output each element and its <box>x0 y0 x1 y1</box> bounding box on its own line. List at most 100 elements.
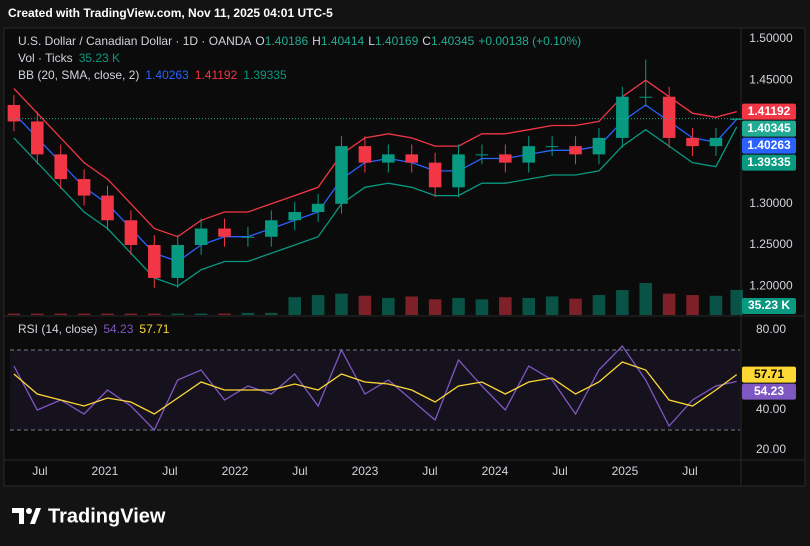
y-tick-label: 40.00 <box>756 402 786 416</box>
volume-bar <box>124 313 138 315</box>
candle-body <box>428 162 442 188</box>
legend-item: 1.40414 <box>321 34 365 48</box>
candle-body <box>686 137 699 147</box>
volume-bar <box>569 298 582 315</box>
legend-item: L <box>368 34 375 48</box>
volume-bar <box>730 289 744 315</box>
legend-item: 1.41192 <box>195 68 238 82</box>
volume-bar <box>218 313 231 315</box>
header-text: Created with TradingView.com, Nov 11, 20… <box>8 6 333 20</box>
x-tick-label: 2024 <box>482 464 509 478</box>
volume-bar <box>241 312 255 315</box>
bollinger-line <box>13 126 738 287</box>
volume-bar <box>265 312 278 315</box>
volume-bar <box>709 295 723 315</box>
logo-mark <box>30 508 41 524</box>
candle-body <box>358 146 372 163</box>
candle-body <box>592 137 606 155</box>
volume-bar <box>288 297 301 315</box>
candle-body <box>241 236 255 238</box>
x-tick-label: 2025 <box>612 464 639 478</box>
price-tag-label: 1.39335 <box>747 155 791 169</box>
candle-body <box>288 212 301 221</box>
volume-bar <box>54 313 67 315</box>
x-tick-label: 2021 <box>92 464 119 478</box>
candle-body <box>475 154 489 156</box>
legend-item: 57.71 <box>139 322 169 336</box>
legend-item: 1.40263 <box>145 68 189 82</box>
candle-body <box>545 146 559 148</box>
x-tick-label: Jul <box>552 464 567 478</box>
legend: U.S. Dollar / Canadian Dollar · 1D · OAN… <box>18 34 581 48</box>
legend: Vol · Ticks 35.23 K <box>18 51 120 65</box>
candle-body <box>499 154 512 163</box>
price-tag <box>742 383 796 400</box>
volume-bar <box>499 297 512 315</box>
legend-item: O <box>255 34 264 48</box>
legend-item: 1.40345 <box>431 34 475 48</box>
price-tag-label: 1.41192 <box>748 104 791 118</box>
volume-bar <box>194 313 208 315</box>
footer-logo <box>12 508 41 524</box>
volume-bar <box>545 296 559 315</box>
x-tick-label: 2023 <box>352 464 379 478</box>
legend-item: 1.40169 <box>375 34 419 48</box>
candle-body <box>335 146 348 204</box>
volume-tag <box>742 298 796 314</box>
volume-bar <box>335 293 348 315</box>
volume-bar <box>475 299 489 315</box>
candle-body <box>7 104 21 122</box>
price-tag <box>742 103 796 120</box>
price-tag-label: 57.71 <box>754 367 784 381</box>
candle-body <box>148 244 161 278</box>
volume-bar <box>358 295 372 315</box>
volume-bar <box>639 282 653 315</box>
x-tick-label: Jul <box>682 464 697 478</box>
y-tick-label: 1.20000 <box>749 278 793 292</box>
y-tick-label: 1.50000 <box>749 31 793 45</box>
candle-body <box>265 220 278 237</box>
legend-item: 1.39335 <box>243 68 287 82</box>
candle-body <box>54 154 67 180</box>
legend-item: H <box>312 34 321 48</box>
volume-bar <box>101 313 114 315</box>
candle-body <box>709 137 723 147</box>
rsi-band <box>10 350 740 430</box>
legend-item: +0.00138 (+0.10%) <box>478 34 581 48</box>
volume-bar <box>452 297 465 315</box>
volume-bar <box>616 290 629 315</box>
candle-body <box>405 154 419 163</box>
legend-item: 54.23 <box>103 322 133 336</box>
x-tick-label: Jul <box>162 464 177 478</box>
legend-item: C <box>422 34 431 48</box>
y-tick-label: 80.00 <box>756 322 786 336</box>
price-tag-label: 1.40345 <box>747 121 791 135</box>
legend: BB (20, SMA, close, 2) 1.40263 1.41192 1.39… <box>18 68 287 82</box>
candle-body <box>382 154 395 163</box>
y-tick-label: 1.30000 <box>749 196 793 210</box>
candle-body <box>639 96 653 98</box>
candle-body <box>77 179 91 196</box>
volume-bar <box>592 295 606 315</box>
volume-bar <box>405 296 419 315</box>
y-tick-label: 1.45000 <box>749 72 793 86</box>
legend-item: 1.40186 <box>265 34 309 48</box>
y-tick-label: 20.00 <box>756 442 786 456</box>
x-tick-label: Jul <box>422 464 437 478</box>
candle-body <box>522 146 536 163</box>
logo-mark <box>12 508 24 524</box>
candle-body <box>194 228 208 245</box>
x-tick-label: Jul <box>32 464 47 478</box>
x-tick-label: Jul <box>292 464 307 478</box>
rsi-line <box>13 361 738 415</box>
rsi-line <box>13 344 737 432</box>
candle-body <box>31 121 44 155</box>
candle-body <box>569 146 582 155</box>
volume-bar <box>662 293 676 315</box>
volume-bar <box>311 295 325 315</box>
volume-bar <box>7 313 21 315</box>
volume-bar <box>148 313 161 315</box>
legend-item: Vol · Ticks <box>18 51 73 65</box>
